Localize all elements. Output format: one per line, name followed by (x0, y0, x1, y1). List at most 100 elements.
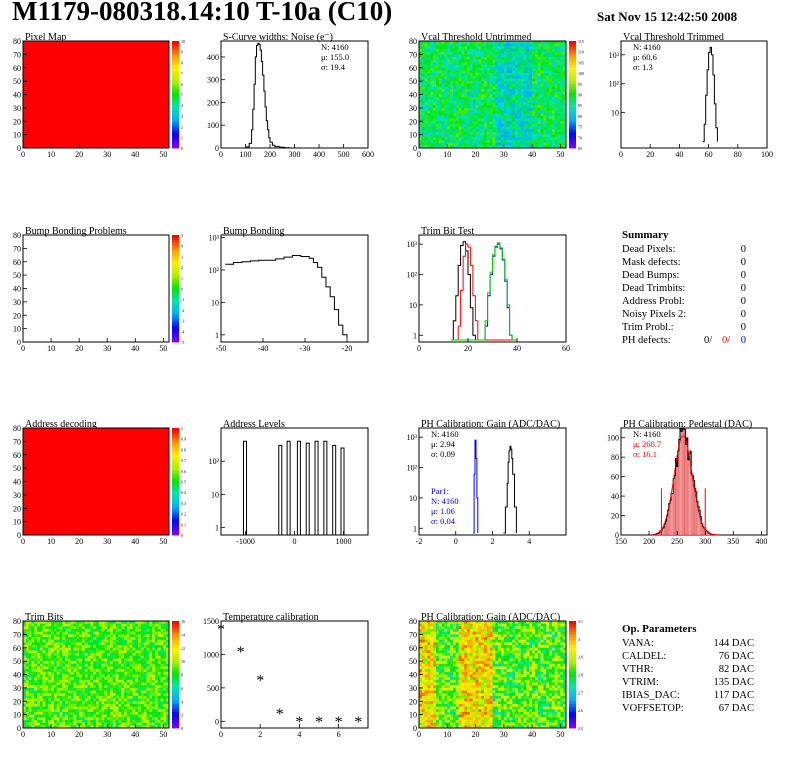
heatmap-cell (126, 685, 130, 689)
heatmap-cell (419, 653, 423, 657)
heatmap-cell (500, 97, 505, 101)
heatmap-cell (98, 719, 102, 723)
heatmap-cell (529, 110, 533, 114)
heatmap-cell (51, 645, 55, 649)
heatmap-cell (90, 653, 94, 657)
heatmap-cell (515, 78, 519, 82)
heatmap-cell (503, 126, 507, 130)
heatmap-cell (427, 46, 431, 50)
heatmap-cell (138, 629, 142, 632)
heatmap-cell (435, 78, 440, 82)
heatmap-cell (540, 65, 544, 69)
heatmap-cell (560, 70, 564, 74)
palette-tick-label: 9 (181, 50, 183, 55)
heatmap-cell (523, 65, 527, 69)
heatmap-cell (81, 693, 86, 697)
y-tick-label: 40 (409, 91, 417, 100)
heatmap-cell (51, 621, 55, 624)
heatmap-cell (163, 645, 167, 649)
heatmap-cell (503, 75, 507, 79)
heatmap-cell (444, 43, 448, 47)
palette-tick-label: 4 (181, 244, 183, 249)
heatmap-cell (433, 67, 437, 71)
heatmap-cell (433, 91, 437, 95)
heatmap-cell (67, 629, 72, 632)
heatmap-cell (492, 78, 496, 82)
heatmap-cell (154, 650, 159, 654)
heatmap-cell (34, 679, 38, 683)
heatmap-cell (546, 145, 550, 149)
heatmap-cell (495, 129, 499, 133)
x-tick-label: 0 (454, 537, 458, 546)
palette-swatch (172, 508, 179, 512)
heatmap-cell (484, 51, 488, 55)
x-tick-label: 400 (755, 537, 767, 546)
heatmap-cell (149, 661, 153, 665)
heatmap-cell (115, 690, 119, 694)
heatmap-cell (520, 121, 524, 125)
heatmap-cell (419, 669, 423, 673)
heatmap-cell (96, 687, 100, 691)
heatmap-cell (23, 693, 27, 697)
heatmap-cell (25, 725, 29, 729)
heatmap-cell (76, 663, 80, 667)
heatmap-cell (34, 655, 38, 659)
heatmap-cell (464, 134, 468, 138)
heatmap-cell (39, 671, 43, 675)
heatmap-cell (486, 43, 490, 47)
heatmap-cell (427, 113, 431, 117)
heatmap-cell (163, 701, 167, 705)
heatmap-cell (523, 67, 527, 71)
heatmap-cell (421, 642, 425, 646)
heatmap-cell (87, 725, 91, 729)
heatmap-cell (486, 49, 490, 52)
heatmap-cell (489, 121, 493, 125)
heatmap-cell (76, 719, 80, 723)
heatmap-cell (515, 51, 519, 55)
heatmap-cell (118, 714, 122, 718)
heatmap-cell (421, 121, 425, 125)
heatmap-cell (419, 145, 423, 149)
heatmap-cell (140, 709, 145, 713)
heatmap-cell (506, 145, 510, 149)
heatmap-cell (59, 682, 63, 686)
heatmap-cell (59, 709, 63, 713)
heatmap-cell (62, 637, 66, 641)
heatmap-cell (121, 709, 125, 713)
x-tick-label: -30 (300, 344, 311, 353)
palette-swatch (172, 291, 179, 295)
heatmap-cell (486, 115, 490, 119)
heatmap-cell (104, 690, 108, 694)
heatmap-cell (154, 634, 159, 638)
heatmap-cell (557, 91, 561, 95)
heatmap-cell (444, 78, 448, 82)
heatmap-cell (419, 703, 423, 707)
heatmap-cell (441, 126, 445, 130)
heatmap-cell (56, 663, 60, 667)
palette-swatch (172, 489, 179, 493)
heatmap-cell (138, 695, 142, 699)
heatmap-cell (104, 677, 108, 681)
heatmap-cell (492, 73, 496, 77)
heatmap-cell (478, 126, 482, 130)
heatmap-cell (489, 43, 493, 47)
heatmap-cell (484, 89, 488, 93)
heatmap-cell (450, 105, 454, 109)
heatmap-cell (523, 89, 527, 93)
heatmap-cell (444, 57, 448, 61)
heatmap-cell (549, 83, 553, 87)
x-tick-label: 0 (417, 344, 421, 353)
heatmap-cell (447, 123, 451, 127)
heatmap-cell (138, 663, 142, 667)
heatmap-cell (560, 59, 564, 63)
heatmap-cell (53, 621, 57, 624)
heatmap-cell (121, 685, 125, 689)
heatmap-cell (526, 91, 530, 95)
heatmap-cell (424, 634, 428, 638)
heatmap-cell (132, 679, 136, 683)
heatmap-cell (163, 647, 167, 651)
heatmap-cell (540, 113, 544, 117)
heatmap-cell (48, 653, 52, 657)
x-tick-label: 100 (761, 150, 773, 159)
heatmap-cell (517, 102, 522, 106)
